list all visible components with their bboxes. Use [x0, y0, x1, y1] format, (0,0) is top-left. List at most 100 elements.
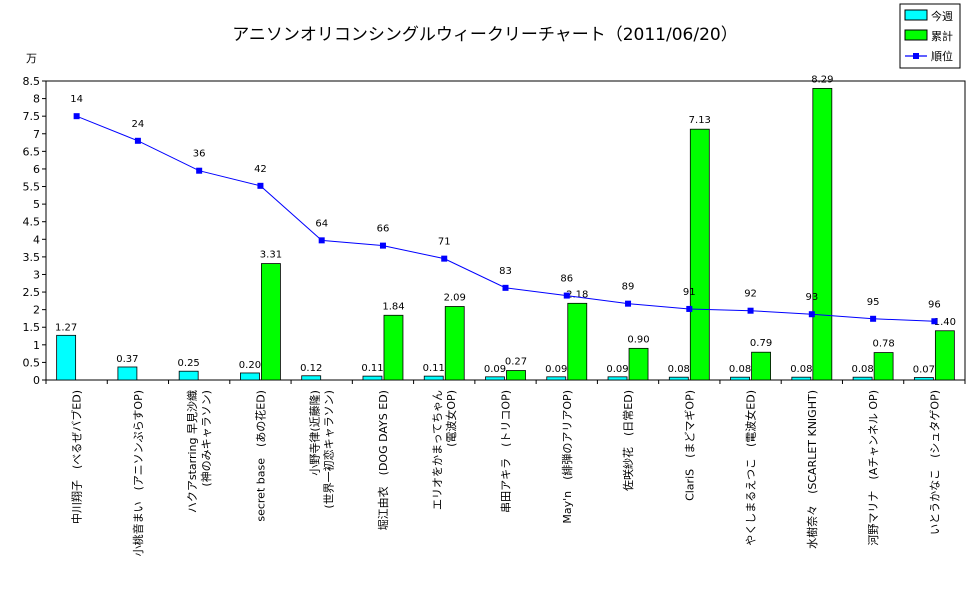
- bar-total: [689, 128, 710, 381]
- y-tick-label: 4.5: [23, 216, 41, 229]
- data-label-weekly: 0.09: [545, 364, 567, 375]
- x-category-label: 堀江由衣 (DOG DAYS ED): [376, 390, 390, 530]
- data-label-total: 1.84: [382, 301, 404, 312]
- data-label-rank: 71: [438, 237, 451, 248]
- rank-marker: [563, 292, 570, 299]
- bar-weekly: [117, 366, 138, 381]
- x-category-label-line: 小桃音まい (アニソンぷらすOP): [131, 390, 145, 556]
- data-label-total: 0.79: [750, 338, 772, 349]
- x-category-label-line: エリオをかまってちゃん: [431, 390, 444, 510]
- bar-total: [934, 330, 955, 381]
- y-tick-label: 2.5: [23, 286, 41, 299]
- legend-swatch-total: [904, 29, 928, 41]
- x-category-label-line: (神のみキャラソン): [199, 390, 213, 487]
- y-tick-label: 8.5: [23, 75, 41, 88]
- data-label-weekly: 0.07: [913, 365, 935, 376]
- x-category-label: ハクアstarring 早見沙織 (神のみキャラソン): [186, 390, 213, 513]
- data-label-rank: 14: [70, 94, 83, 105]
- rank-marker: [441, 255, 448, 262]
- data-label-weekly: 0.08: [668, 364, 690, 375]
- y-tick-label: 8: [33, 93, 40, 106]
- bar-total: [444, 306, 465, 381]
- rank-marker: [931, 318, 938, 325]
- data-label-weekly: 1.27: [55, 322, 77, 333]
- bar-total: [873, 352, 894, 381]
- y-tick-label: 5.5: [23, 181, 41, 194]
- data-label-weekly: 0.08: [729, 364, 751, 375]
- data-label-rank: 92: [744, 289, 757, 300]
- rank-marker: [134, 137, 141, 144]
- x-category-label: やくしまるえつこ (電波女ED): [744, 390, 758, 546]
- data-label-rank: 93: [805, 292, 818, 303]
- y-tick-label: 0.5: [23, 356, 41, 369]
- x-category-label-line: やくしまるえつこ (電波女ED): [744, 390, 758, 546]
- x-category-label: 小桃音まい (アニソンぷらすOP): [131, 390, 145, 556]
- data-label-total: 7.13: [689, 115, 711, 126]
- x-category-label-line: いとうかなこ (シュタゲOP): [928, 390, 941, 535]
- x-category-label: 河野マリナ (Aチャンネル OP): [867, 390, 880, 546]
- rank-marker: [196, 167, 203, 174]
- data-label-rank: 66: [377, 224, 390, 235]
- x-category-label-line: 串田アキラ (トリコOP): [500, 390, 513, 513]
- bar-total: [506, 370, 526, 381]
- x-category-label: エリオをかまってちゃん (電波女OP): [431, 390, 458, 510]
- y-tick-label: 6: [33, 163, 40, 176]
- y-axis-unit-label: 万: [26, 52, 37, 65]
- rank-marker: [73, 113, 80, 120]
- data-label-rank: 36: [193, 149, 206, 160]
- data-label-weekly: 0.12: [300, 363, 322, 374]
- y-tick-label: 7: [33, 128, 40, 141]
- data-label-weekly: 0.11: [361, 363, 383, 374]
- x-category-label: いとうかなこ (シュタゲOP): [928, 390, 941, 535]
- x-category-label-line: secret base (あの花ED): [254, 390, 267, 522]
- data-label-weekly: 0.08: [790, 364, 812, 375]
- bar-total: [261, 263, 281, 381]
- data-label-rank: 86: [560, 274, 573, 285]
- x-category-label-line: 小野寺律(近藤隆): [308, 390, 322, 476]
- bar-total: [567, 302, 588, 381]
- y-tick-label: 7.5: [23, 110, 41, 123]
- bar-weekly: [485, 376, 505, 381]
- data-label-total: 2.09: [444, 292, 466, 303]
- bar-weekly: [852, 376, 873, 381]
- rank-marker: [808, 311, 815, 318]
- legend-label-weekly: 今週: [931, 9, 953, 23]
- x-category-label-line: 佐咲紗花 (日常ED): [621, 390, 635, 491]
- data-label-weekly: 0.20: [239, 360, 261, 371]
- bar-weekly: [791, 376, 812, 381]
- rank-marker: [686, 305, 693, 312]
- legend-label-rank: 順位: [931, 49, 953, 63]
- bar-total: [628, 347, 649, 381]
- y-tick-label: 5: [33, 198, 40, 211]
- plot-frame: [45, 80, 966, 381]
- legend-swatch-weekly: [904, 9, 928, 21]
- rank-marker: [379, 242, 386, 249]
- bar-weekly: [178, 370, 199, 381]
- bar-weekly: [301, 375, 322, 381]
- x-category-label: 串田アキラ (トリコOP): [500, 390, 513, 513]
- x-category-label: secret base (あの花ED): [254, 390, 267, 522]
- x-category-label-line: 水樹奈々 (SCARLET KNIGHT): [805, 390, 819, 549]
- data-label-total: 2.18: [566, 289, 588, 300]
- y-tick-label: 4: [33, 233, 40, 246]
- data-label-total: 0.27: [505, 357, 527, 368]
- bar-total: [751, 351, 771, 381]
- bar-weekly: [913, 377, 934, 381]
- y-tick-label: 3: [33, 268, 40, 281]
- y-tick-label: 3.5: [23, 251, 41, 264]
- y-tick-label: 1: [33, 339, 40, 352]
- data-label-total: 0.90: [627, 334, 649, 345]
- data-label-rank: 91: [683, 287, 696, 298]
- data-label-rank: 24: [132, 119, 145, 130]
- bar-weekly: [240, 372, 260, 381]
- data-label-rank: 96: [928, 299, 941, 310]
- x-category-label: 小野寺律(近藤隆) (世界一初恋キャラソン): [308, 390, 336, 509]
- data-label-weekly: 0.25: [178, 358, 200, 369]
- data-label-rank: 42: [254, 164, 267, 175]
- bar-weekly: [362, 375, 383, 381]
- bar-weekly: [730, 376, 750, 381]
- data-label-total: 8.29: [811, 74, 833, 85]
- data-label-rank: 64: [315, 218, 328, 229]
- data-label-total: 1.40: [934, 317, 956, 328]
